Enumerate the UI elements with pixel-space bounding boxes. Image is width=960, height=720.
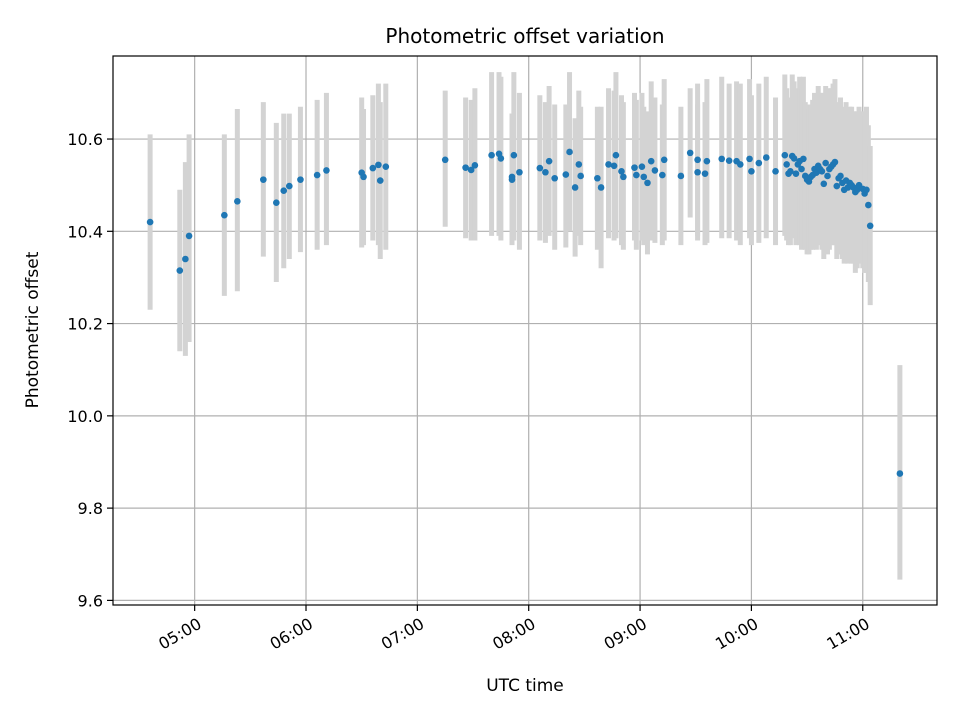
plot-frame xyxy=(112,55,938,606)
data-point xyxy=(221,211,228,219)
data-point xyxy=(508,173,516,181)
y-tick-label: 10.6 xyxy=(67,130,103,149)
grid-layer xyxy=(113,56,937,605)
data-point xyxy=(781,151,789,159)
data-point xyxy=(647,157,655,165)
data-point xyxy=(297,176,304,183)
data-point xyxy=(746,155,753,163)
data-point xyxy=(701,170,709,177)
data-point xyxy=(260,176,267,183)
data-point xyxy=(605,161,612,168)
data-point xyxy=(618,168,625,175)
data-point xyxy=(597,184,605,191)
data-point xyxy=(571,184,579,191)
data-point xyxy=(375,161,382,169)
y-tick-label: 10.2 xyxy=(67,315,103,334)
data-point xyxy=(820,180,828,188)
data-point xyxy=(575,161,583,168)
data-point xyxy=(176,267,184,274)
data-point xyxy=(694,168,701,176)
data-point xyxy=(866,222,874,230)
data-point xyxy=(772,168,779,175)
data-point xyxy=(542,168,549,176)
data-point xyxy=(818,168,826,175)
data-point xyxy=(313,171,321,179)
data-point xyxy=(762,154,770,161)
data-point xyxy=(896,470,904,477)
data-point xyxy=(686,149,694,157)
y-tick-label: 9.8 xyxy=(78,499,103,518)
data-point xyxy=(510,151,518,159)
data-point xyxy=(610,162,618,170)
y-tick-label: 10.0 xyxy=(67,407,103,426)
data-point xyxy=(182,255,189,263)
data-point xyxy=(536,164,544,172)
data-point xyxy=(677,172,685,180)
data-point xyxy=(594,174,601,182)
data-point xyxy=(566,148,573,156)
data-point xyxy=(703,157,711,165)
data-point xyxy=(865,201,872,209)
data-point xyxy=(516,168,523,176)
data-point xyxy=(360,173,367,181)
data-point xyxy=(441,156,449,164)
data-point xyxy=(323,167,330,174)
point-layer xyxy=(146,148,904,477)
data-point xyxy=(863,186,870,194)
data-point xyxy=(577,172,584,180)
data-point xyxy=(376,177,384,184)
data-point xyxy=(831,158,839,166)
data-point xyxy=(471,162,479,169)
data-point xyxy=(545,157,553,165)
data-point xyxy=(467,166,475,174)
data-point xyxy=(462,164,469,171)
data-point xyxy=(497,155,505,162)
data-point xyxy=(718,155,726,163)
chart-title: Photometric offset variation xyxy=(385,24,664,48)
data-point xyxy=(725,157,733,165)
data-point xyxy=(787,168,794,175)
data-point xyxy=(659,171,666,179)
x-axis-label: UTC time xyxy=(486,676,564,696)
data-point xyxy=(792,170,800,177)
data-point xyxy=(185,232,193,240)
data-point xyxy=(273,199,280,207)
y-axis-label: Photometric offset xyxy=(23,251,43,408)
data-point xyxy=(824,172,831,180)
data-point xyxy=(651,167,659,174)
data-point xyxy=(736,161,744,168)
data-point xyxy=(382,163,390,171)
data-point xyxy=(640,173,648,181)
data-point xyxy=(798,165,805,173)
data-point xyxy=(748,168,755,175)
data-point xyxy=(280,187,288,195)
data-point xyxy=(783,161,790,168)
data-point xyxy=(694,156,701,164)
data-point xyxy=(562,171,570,178)
data-point xyxy=(638,163,646,171)
data-point xyxy=(790,155,798,162)
data-point xyxy=(822,159,829,167)
data-point xyxy=(146,218,154,226)
data-point xyxy=(631,164,638,171)
data-point xyxy=(633,171,640,179)
data-point xyxy=(800,155,807,163)
data-point xyxy=(755,159,763,167)
data-point xyxy=(833,182,841,190)
data-point xyxy=(488,151,495,159)
data-point xyxy=(234,198,241,205)
data-point xyxy=(369,164,377,172)
data-point xyxy=(612,151,620,159)
data-point xyxy=(660,156,668,164)
data-point xyxy=(551,174,558,182)
data-point xyxy=(837,172,844,180)
y-tick-label: 9.6 xyxy=(78,591,103,610)
data-point xyxy=(620,173,627,181)
y-tick-label: 10.4 xyxy=(67,222,103,241)
data-point xyxy=(644,179,651,187)
data-point xyxy=(286,182,293,190)
y-axis-ticks: 9.6 9.8 10.0 10.2 10.4 10.6 xyxy=(67,130,113,610)
